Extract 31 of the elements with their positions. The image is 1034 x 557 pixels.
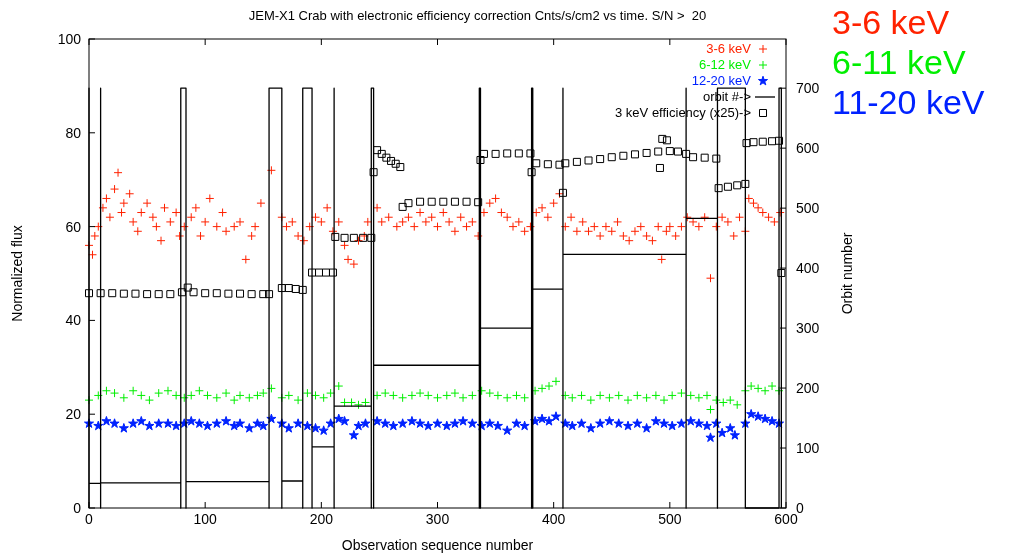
legend-label: 12-20 keV bbox=[691, 73, 752, 88]
x-tick-label: 300 bbox=[425, 511, 450, 527]
y-tick-label: 20 bbox=[65, 406, 82, 423]
text: 3-6 keV bbox=[832, 3, 950, 41]
x-tick-label: 500 bbox=[658, 511, 682, 527]
y-tick-label: 60 bbox=[65, 218, 82, 235]
x-tick-label: 200 bbox=[309, 511, 334, 527]
y2-axis-title: Orbit number bbox=[839, 232, 855, 315]
y2-tick-label: 700 bbox=[796, 80, 820, 97]
y2-tick-label: 500 bbox=[796, 200, 820, 217]
y-tick-label: 80 bbox=[65, 124, 82, 141]
y-tick-label: 40 bbox=[65, 312, 82, 329]
legend-label: 3-6 keV bbox=[706, 41, 752, 56]
x-tick-label: 400 bbox=[541, 511, 566, 527]
x-tick-label: 100 bbox=[193, 511, 218, 527]
y2-tick-label: 400 bbox=[796, 260, 820, 277]
text: 11-20 keV bbox=[832, 83, 985, 121]
y2-tick-label: 0 bbox=[796, 500, 804, 516]
y2-tick-label: 300 bbox=[796, 320, 820, 337]
x-tick-label: 600 bbox=[774, 511, 798, 527]
x-axis-title: Observation sequence number bbox=[341, 537, 534, 553]
x-tick-label: 0 bbox=[85, 511, 94, 527]
y2-tick-label: 600 bbox=[796, 140, 820, 157]
y2-tick-label: 200 bbox=[796, 380, 820, 397]
y-tick-label: 100 bbox=[57, 31, 82, 47]
chart-title: JEM-X1 Crab with electronic efficiency correction Cnts/s/cm2 vs time. S/N > 20 bbox=[248, 8, 707, 23]
y-tick-label: 0 bbox=[73, 500, 82, 516]
text: 6-11 keV bbox=[832, 43, 966, 81]
y-axis-title: Normalized flux bbox=[9, 225, 25, 322]
y2-tick-label: 100 bbox=[796, 440, 820, 457]
legend-label: 6-12 keV bbox=[698, 57, 752, 72]
